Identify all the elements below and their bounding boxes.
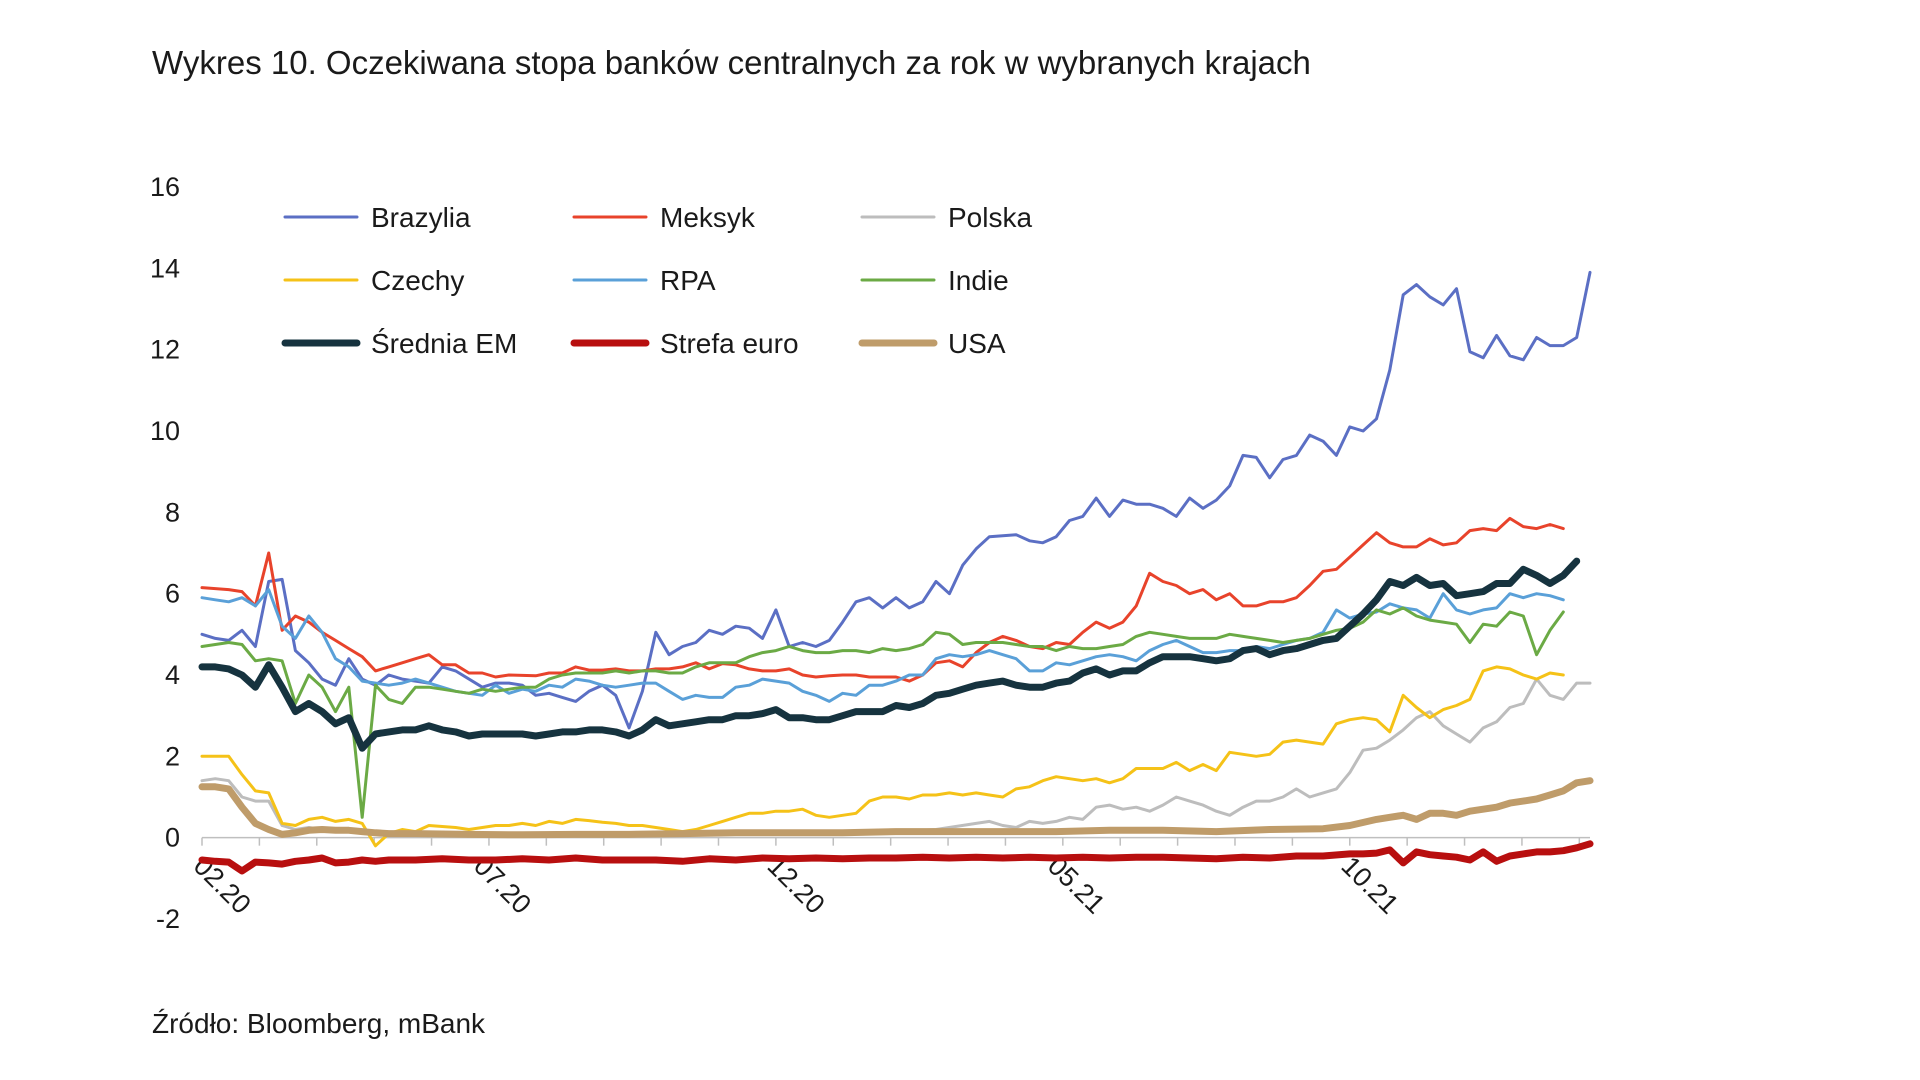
x-tick-label: 10.21 xyxy=(1336,851,1405,920)
legend-label: Polska xyxy=(948,202,1032,233)
y-tick-label: 6 xyxy=(165,579,180,609)
y-tick-label: 4 xyxy=(165,660,180,690)
series-line-8 xyxy=(198,777,1594,839)
series-line-7 xyxy=(198,840,1594,875)
series-line-3 xyxy=(200,665,1565,848)
series-line-6 xyxy=(198,557,1581,752)
legend: Brazylia Meksyk Polska Czechy RPA Indie Średni… xyxy=(281,202,1032,359)
legend-label: Brazylia xyxy=(371,202,471,233)
y-tick-label: -2 xyxy=(156,904,180,934)
legend-label: RPA xyxy=(660,265,716,296)
series-line-1 xyxy=(200,516,1565,683)
chart-title: Wykres 10. Oczekiwana stopa banków centr… xyxy=(152,44,1311,81)
legend-label: Indie xyxy=(948,265,1009,296)
legend-label: Średnia EM xyxy=(371,327,517,359)
y-tick-label: 10 xyxy=(150,416,180,446)
y-tick-label: 2 xyxy=(165,741,180,771)
y-tick-label: 12 xyxy=(150,335,180,365)
series-lines xyxy=(198,270,1594,875)
series-line-5 xyxy=(200,606,1565,819)
legend-label: Strefa euro xyxy=(660,328,799,359)
legend-label: Meksyk xyxy=(660,202,756,233)
series-line-0 xyxy=(200,270,1592,730)
legend-label: Czechy xyxy=(371,265,464,296)
y-axis: -2 0 2 4 6 8 10 12 14 16 xyxy=(150,172,180,934)
y-tick-label: 8 xyxy=(165,497,180,527)
y-tick-label: 16 xyxy=(150,172,180,202)
series-line-4 xyxy=(200,588,1565,703)
source-note: Źródło: Bloomberg, mBank xyxy=(152,1008,486,1039)
y-tick-label: 14 xyxy=(150,253,180,283)
y-tick-label: 0 xyxy=(165,823,180,853)
legend-label: USA xyxy=(948,328,1006,359)
